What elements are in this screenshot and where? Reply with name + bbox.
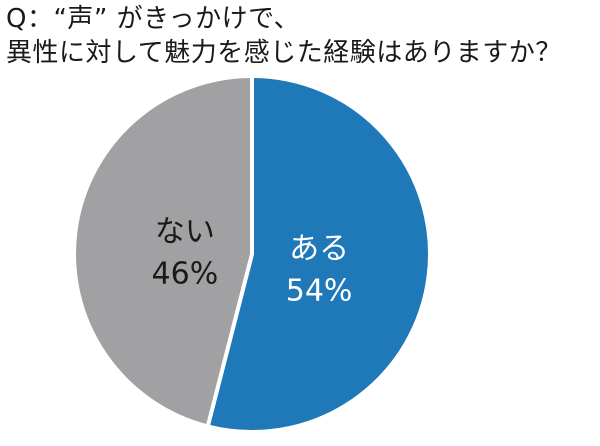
slice-label-yes: ある (289, 231, 349, 266)
chart-title-line-1: Q：“声” がきっかけで、 (6, 4, 301, 34)
chart-title: Q：“声” がきっかけで、 異性に対して魅力を感じた経験はありますか？ (6, 2, 596, 70)
pie-slice-yes (205, 73, 432, 434)
pie-slice-no (72, 73, 254, 429)
slice-value-no: 46% (152, 257, 219, 292)
slice-label-no: ない (155, 215, 215, 250)
chart-title-line-2: 異性に対して魅力を感じた経験はありますか？ (6, 38, 562, 68)
slice-value-yes: 54% (286, 273, 353, 308)
